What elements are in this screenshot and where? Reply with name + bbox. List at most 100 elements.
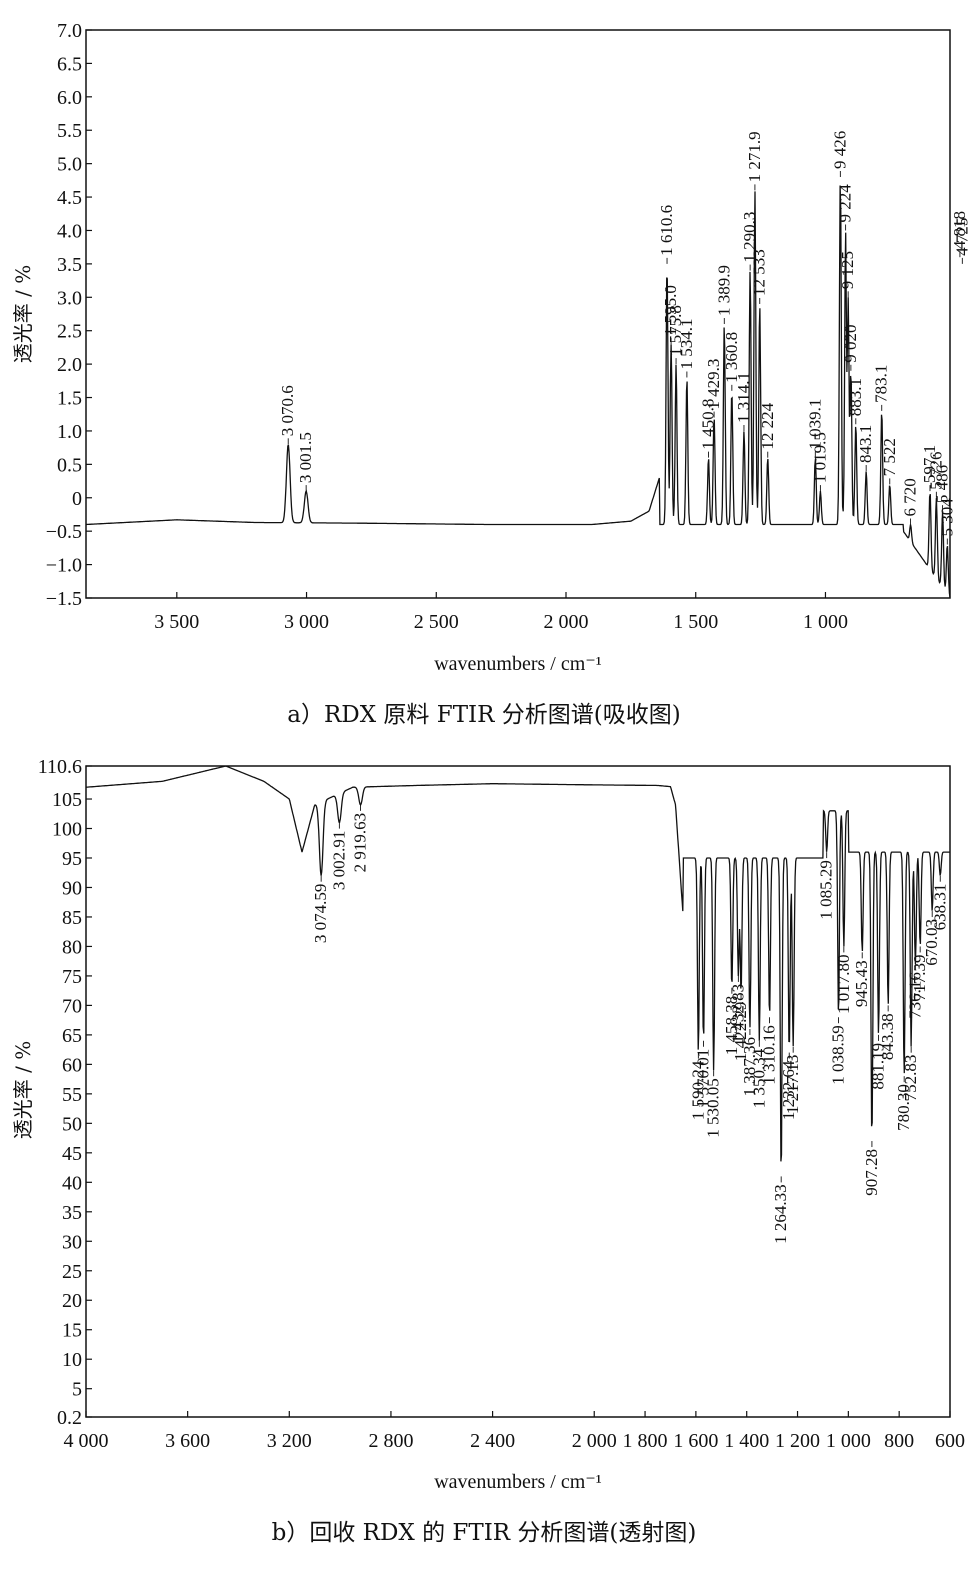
annotation-label: 6 720 — [901, 478, 920, 516]
annotation-label: 843.1 — [856, 425, 875, 463]
y-tick-label: 2.5 — [57, 321, 82, 343]
panel-a-absorption-chart: −1.5 −1.0 −0.5 0 0.5 1.0 1.5 2.0 2.5 3.0 3.5 4.0 4.5… — [11, 20, 969, 728]
x-tick-label: 2 000 — [544, 611, 589, 633]
x-tick-label: 2 500 — [414, 611, 459, 633]
y-tick-label: 95 — [62, 848, 82, 870]
annotation-label: 1 314.1 — [734, 372, 753, 423]
panel-b-plot-frame — [85, 765, 951, 1418]
y-tick-label: 2.0 — [57, 354, 82, 376]
x-tick-label: 4 000 — [64, 1430, 109, 1452]
panel-a-y-axis-title: 透光率 / % — [11, 265, 35, 363]
annotation-label: 1 450.8 — [698, 399, 717, 450]
annotation-label: 9 125 — [838, 251, 857, 289]
annotation-label: 1 038.59 — [829, 1025, 848, 1085]
x-tick-label: 2 800 — [368, 1430, 413, 1452]
x-tick-label: 1 600 — [673, 1430, 718, 1452]
y-tick-label: 0.5 — [57, 454, 82, 476]
annotation-label: 1 232.64 — [779, 1060, 798, 1120]
annotation-label: 1 290.3 — [740, 212, 759, 263]
annotation-label: 3 074.59 — [311, 884, 330, 944]
x-tick-label: 1 500 — [673, 611, 718, 633]
x-tick-label: 1 400 — [724, 1430, 769, 1452]
panel-b-spectrum — [86, 765, 950, 1162]
annotation-label: 1 595.0 — [661, 285, 680, 336]
y-tick-label: 50 — [62, 1113, 82, 1135]
annotation-label: 9 224 — [836, 184, 855, 223]
x-tick-label: 3 600 — [165, 1430, 210, 1452]
annotation-label: 1 570.01 — [694, 1049, 713, 1109]
annotation-label: 945.43 — [852, 960, 871, 1007]
y-tick-label: 30 — [62, 1231, 82, 1253]
annotation-label: 5 726 — [926, 452, 945, 490]
panel-a-x-axis-title: wavenumbers / cm⁻¹ — [434, 653, 602, 675]
panel-a-caption: a）RDX 原料 FTIR 分析图谱(吸收图) — [287, 702, 680, 728]
annotation-label: 670.03 — [922, 919, 941, 966]
y-tick-label: 5 — [72, 1379, 82, 1401]
x-tick-label: 1 200 — [775, 1430, 820, 1452]
annotation-label: 1 019.5 — [810, 432, 829, 483]
x-tick-label: 3 500 — [154, 611, 199, 633]
panel-b-y-axis: 0.2 5 10 15 20 25 30 35 40 45 50 55 60 65 70 75 80 85 90 95… — [38, 756, 92, 1429]
annotation-label: 12 224 — [758, 402, 777, 449]
y-tick-label: 65 — [62, 1025, 82, 1047]
annotation-label: 780.30 — [894, 1084, 913, 1131]
y-tick-label: 45 — [62, 1143, 82, 1165]
x-tick-label: 1 000 — [826, 1430, 871, 1452]
annotation-label: 1 350.34 — [749, 1048, 768, 1108]
annotation-label: 1 432.83 — [728, 984, 747, 1043]
annotation-label: 1 534.1 — [677, 318, 696, 369]
annotation-label: 883.1 — [846, 378, 865, 416]
y-tick-label: 10 — [62, 1349, 82, 1371]
y-tick-label: 35 — [62, 1202, 82, 1224]
x-tick-label: 800 — [884, 1430, 914, 1452]
annotation-label: 3 001.5 — [296, 432, 315, 483]
annotation-label: 2 919.63 — [351, 813, 370, 873]
spectrum-line — [86, 765, 950, 1162]
panel-b-y-axis-title: 透光率 / % — [11, 1041, 35, 1139]
annotation-label: 881.19 — [869, 1043, 888, 1090]
y-tick-label: 0 — [72, 488, 82, 510]
panel-a-peak-labels: 3 070.63 001.5 1 610.6 1 595.01 575.81 534… — [278, 131, 969, 545]
annotation-label: 1 429.3 — [704, 359, 723, 410]
y-tick-label: 7.0 — [57, 20, 82, 42]
annotation-label: 1 610.6 — [657, 205, 676, 256]
y-tick-label: 4.0 — [57, 220, 82, 242]
y-tick-label: 110.6 — [38, 756, 82, 778]
y-tick-label: 80 — [62, 936, 82, 958]
annotation-label: 736.16 — [905, 972, 924, 1019]
panel-b-transmission-chart: 0.2 5 10 15 20 25 30 35 40 45 50 55 60 65 70 75 80 85 90 95… — [11, 756, 965, 1546]
annotation-label: 907.28 — [862, 1149, 881, 1196]
annotation-label: 1 389.9 — [714, 265, 733, 316]
panel-a-spectrum — [86, 185, 951, 598]
annotation-label: 3 002.91 — [329, 831, 348, 891]
annotation-label: 638.31 — [930, 884, 949, 931]
annotation-label: 5 304 — [937, 498, 956, 537]
annotation-label: 9 020 — [841, 325, 860, 363]
panel-b-caption: b）回收 RDX 的 FTIR 分析图谱(透射图) — [272, 1520, 697, 1546]
y-tick-label: 3.5 — [57, 254, 82, 276]
y-tick-label: 4.5 — [57, 187, 82, 209]
y-tick-label: 15 — [62, 1320, 82, 1342]
annotation-label: 1 264.33 — [771, 1184, 790, 1244]
y-tick-label: 3.0 — [57, 287, 82, 309]
annotation-label: 1 017.80 — [834, 954, 853, 1014]
panel-a-plot-frame — [85, 29, 951, 599]
spectrum-line — [86, 185, 951, 598]
y-tick-label: 70 — [62, 995, 82, 1017]
y-tick-label: 60 — [62, 1054, 82, 1076]
annotation-label: 1 590.24 — [688, 1060, 707, 1120]
x-tick-label: 2 400 — [470, 1430, 515, 1452]
x-tick-label: 3 200 — [267, 1430, 312, 1452]
annotation-label: 7 522 — [880, 438, 899, 476]
y-tick-label: 40 — [62, 1172, 82, 1194]
annotation-label: 717.39 — [910, 954, 929, 1001]
y-tick-label: 90 — [62, 877, 82, 899]
x-tick-label: 3 000 — [284, 611, 329, 633]
annotation-label: 1 039.1 — [805, 399, 824, 450]
annotation-label: 1 575.8 — [666, 305, 685, 356]
annotation-label: 9 426 — [830, 131, 849, 169]
annotation-label: 597.1 — [920, 445, 939, 483]
x-tick-label: 2 000 — [572, 1430, 617, 1452]
panel-b-x-axis-title: wavenumbers / cm⁻¹ — [434, 1471, 602, 1493]
